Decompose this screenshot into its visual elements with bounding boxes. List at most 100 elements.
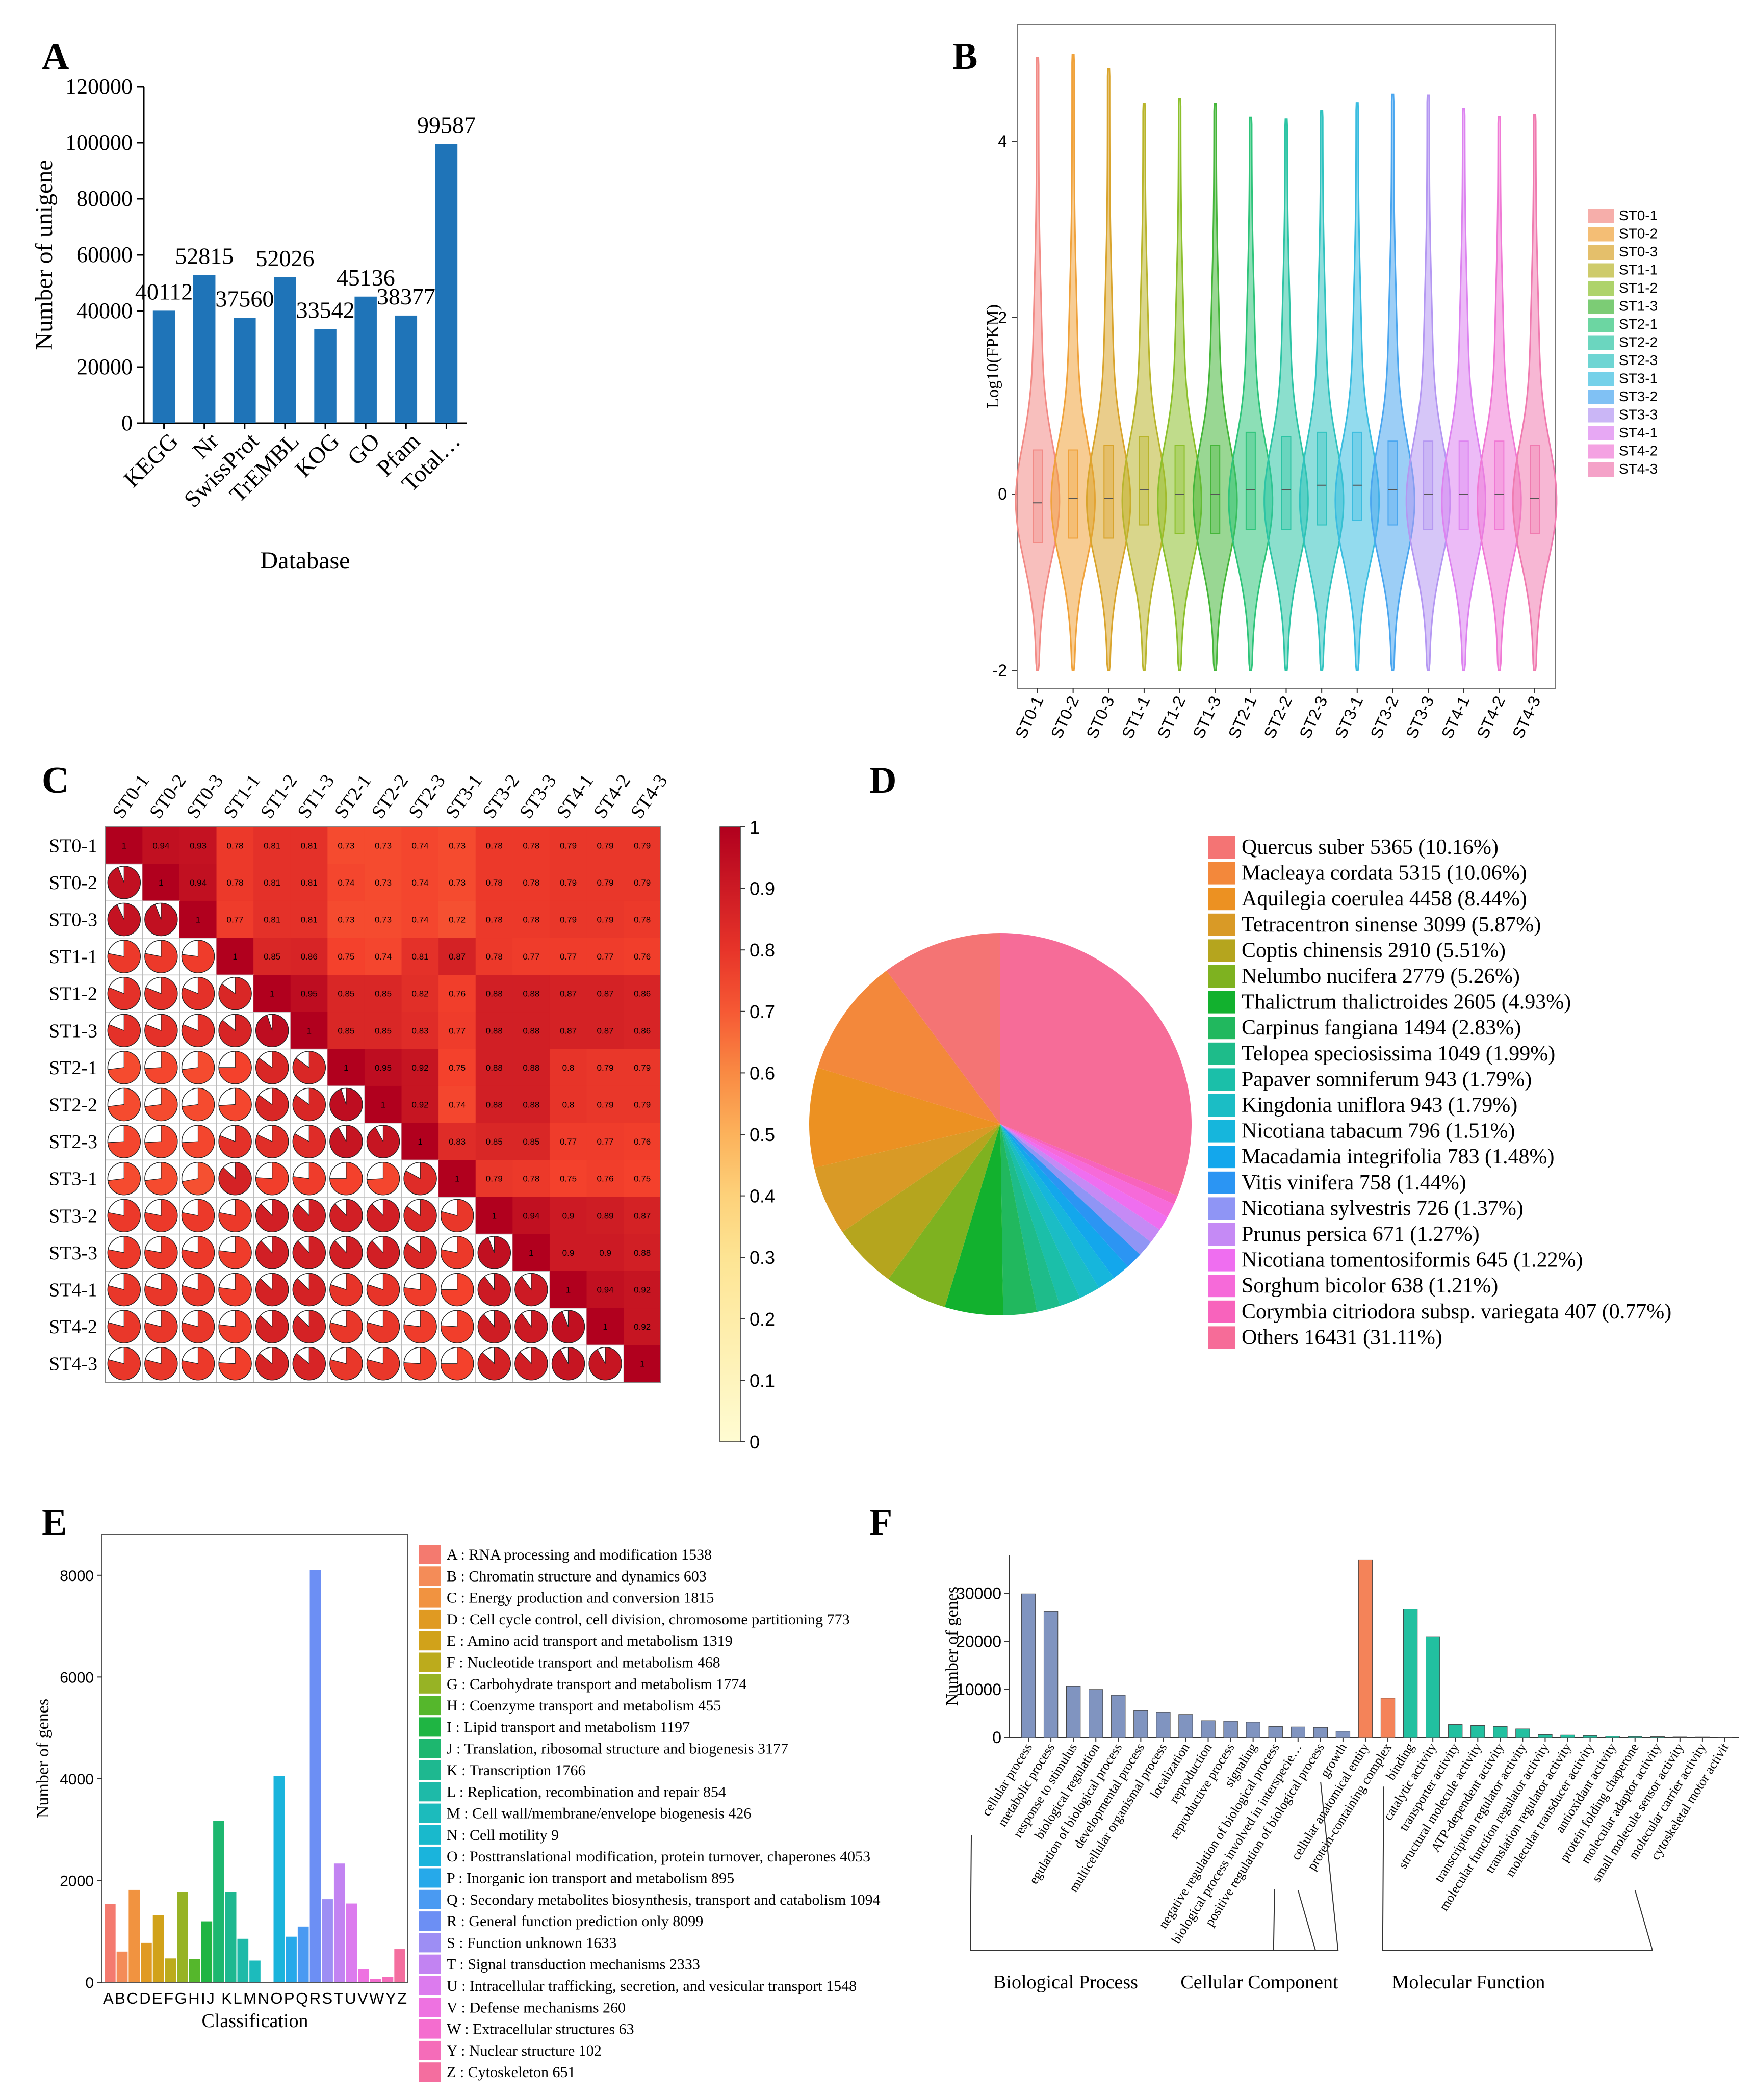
legend-swatch	[1208, 1275, 1235, 1298]
legend-swatch	[419, 1954, 441, 1974]
pie-wedge	[403, 1236, 437, 1269]
pie-wedge	[366, 1347, 400, 1381]
y-tick-label: 20000	[956, 1632, 1001, 1651]
heat-cell	[586, 900, 624, 939]
pie-wedge	[255, 1310, 289, 1343]
heat-cell	[624, 1160, 661, 1198]
heat-cell	[327, 1012, 365, 1049]
y-tick-label: 30000	[956, 1584, 1001, 1602]
pie-wedge	[366, 1310, 400, 1343]
legend-label: Kingdonia uniflora 943 (1.79%)	[1242, 1094, 1517, 1117]
legend-swatch	[1208, 965, 1235, 988]
bar	[1560, 1734, 1575, 1738]
violin	[1299, 109, 1345, 671]
cell-value: 0.79	[634, 841, 651, 850]
legend-swatch	[1588, 462, 1614, 477]
legend-swatch	[419, 1803, 441, 1823]
legend-swatch	[419, 1889, 441, 1909]
cell-value: 0.92	[634, 1322, 651, 1332]
cell-value: 0.87	[597, 1026, 614, 1035]
heat-cell	[290, 1012, 328, 1049]
pie-wedge	[181, 940, 215, 973]
row-label: ST0-1	[49, 835, 97, 857]
box	[1103, 445, 1114, 539]
bar	[1628, 1736, 1642, 1738]
heat-cell	[438, 900, 476, 939]
violin	[1263, 118, 1309, 671]
pie-slice	[1000, 1124, 1160, 1242]
legend-label: F : Nucleotide transport and metabolism …	[447, 1654, 720, 1671]
cell-value: 0.85	[486, 1137, 503, 1147]
pie-wedge	[441, 1199, 474, 1232]
colorbar	[719, 826, 741, 1442]
bar	[1021, 1593, 1036, 1738]
pie-wedge	[144, 1199, 178, 1232]
legend-label: U : Intracellular trafficking, secretion…	[447, 1978, 857, 1994]
legend-swatch	[1588, 372, 1614, 386]
legend-swatch	[419, 2019, 441, 2039]
heat-cell	[290, 826, 328, 864]
legend-swatch	[419, 1847, 441, 1866]
x-tick-label: ST0-3	[1082, 693, 1118, 741]
legend-label: G : Carbohydrate transport and metabolis…	[447, 1676, 746, 1693]
y-tick-label: 10000	[956, 1680, 1001, 1699]
y-tick-label: 120000	[65, 74, 133, 99]
bar	[382, 1977, 394, 1982]
cell-value: 0.94	[152, 841, 169, 850]
cell-value: 1	[455, 1174, 459, 1184]
pie-wedge	[588, 1347, 622, 1381]
pie-slice	[1000, 933, 1192, 1196]
x-tick-label: KOG	[290, 428, 345, 482]
bar	[1066, 1686, 1081, 1738]
legend-label: C : Energy production and conversion 181…	[447, 1590, 714, 1606]
legend-label: ST1-1	[1619, 262, 1658, 278]
legend-swatch	[1208, 1146, 1235, 1169]
cell-value: 0.79	[597, 1063, 614, 1073]
heat-cell	[327, 900, 365, 939]
heat-cell	[475, 1160, 513, 1198]
col-label: ST1-1	[219, 770, 265, 822]
pie-wedge	[292, 1347, 326, 1381]
bar	[1111, 1695, 1126, 1738]
cell-value: 0.86	[634, 1026, 651, 1035]
legend-label: ST0-1	[1619, 208, 1658, 223]
col-label: ST3-2	[478, 770, 524, 822]
heat-cell	[327, 826, 365, 864]
pie-wedge	[255, 1273, 289, 1307]
cell-value: 0.79	[597, 915, 614, 925]
pie-wedge	[329, 1125, 363, 1158]
heat-cell	[624, 1345, 661, 1383]
violin	[1512, 114, 1558, 671]
heat-cell	[179, 900, 217, 939]
pie-wedge	[403, 1310, 437, 1343]
row-label: ST4-3	[49, 1354, 97, 1375]
legend-label: Corymbia citriodora subsp. variegata 407…	[1242, 1300, 1671, 1324]
heat-cell	[512, 1160, 550, 1198]
heat-cell	[549, 938, 587, 975]
heat-cell	[586, 1085, 624, 1124]
pie-wedge	[218, 1273, 252, 1306]
x-tick-label: ST0-2	[1047, 693, 1082, 741]
legend-label: B : Chromatin structure and dynamics 603	[447, 1568, 707, 1585]
bar	[1089, 1689, 1103, 1738]
pie-wedge	[107, 1162, 141, 1196]
cell-value: 1	[492, 1211, 497, 1221]
cell-value: 0.94	[190, 878, 207, 888]
cell-value: 0.81	[264, 878, 280, 888]
heat-cell	[549, 1085, 587, 1124]
legend-swatch	[419, 2040, 441, 2060]
cell-value: 1	[122, 841, 126, 850]
cell-value: 0.78	[634, 915, 651, 925]
legend-label: O : Posttranslational modification, prot…	[447, 1848, 870, 1865]
legend-label: Telopea speciosissima 1049 (1.99%)	[1242, 1042, 1555, 1066]
bar	[201, 1921, 213, 1982]
bar	[346, 1903, 357, 1982]
legend-label: Sorghum bicolor 638 (1.21%)	[1242, 1274, 1498, 1298]
pie-wedge	[107, 1051, 141, 1084]
legend-label: R : General function prediction only 809…	[447, 1913, 703, 1930]
pie-wedge	[329, 1087, 363, 1121]
cell-value: 0.76	[597, 1174, 614, 1184]
pie-wedge	[107, 1199, 141, 1232]
cell-value: 0.74	[412, 841, 429, 850]
heat-cell	[364, 938, 402, 975]
